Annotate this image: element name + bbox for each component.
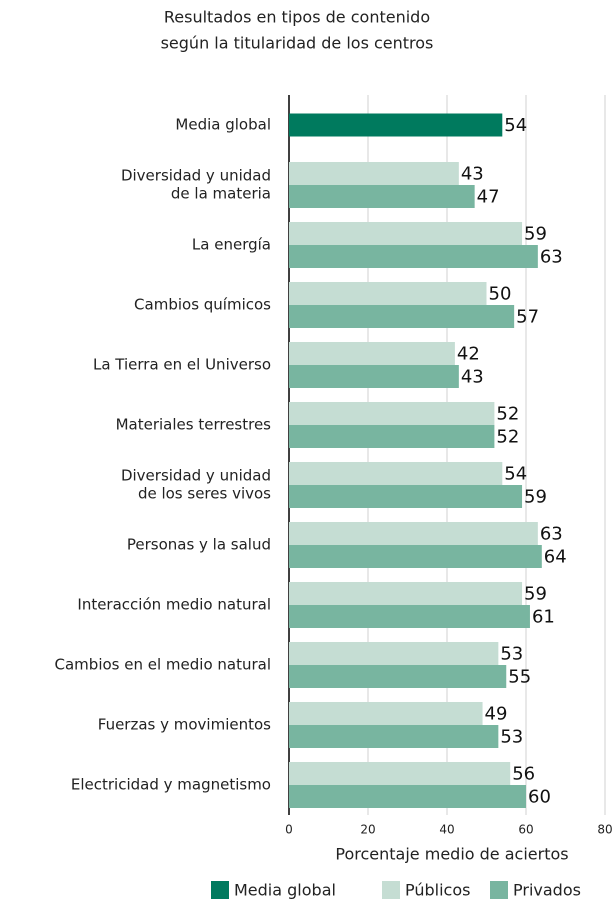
x-tick-label: 40 <box>439 823 454 837</box>
y-tick-label: Materiales terrestres <box>116 416 272 434</box>
bar <box>289 222 523 245</box>
bar <box>289 113 503 137</box>
data-label: 61 <box>532 607 555 628</box>
data-label: 43 <box>461 367 484 388</box>
legend-swatch <box>382 881 400 899</box>
x-tick-label: 20 <box>360 823 375 837</box>
legend-swatch <box>490 881 508 899</box>
bar <box>289 162 459 185</box>
data-label: 56 <box>512 764 535 785</box>
data-label: 49 <box>485 704 508 725</box>
bar <box>289 485 523 508</box>
y-tick-label: Interacción medio natural <box>77 596 271 614</box>
y-tick-label: Cambios en el medio natural <box>55 656 271 674</box>
data-label: 47 <box>477 187 500 208</box>
data-label: 43 <box>461 164 484 185</box>
data-label: 54 <box>504 464 527 485</box>
bar <box>289 402 495 425</box>
data-label: 63 <box>540 524 563 545</box>
y-tick-label: Media global <box>175 116 271 134</box>
data-label: 54 <box>504 115 527 136</box>
y-tick-label: Diversidad y unidad <box>121 167 271 185</box>
x-tick-label: 0 <box>285 823 293 837</box>
legend-label: Media global <box>234 881 336 900</box>
data-label: 57 <box>516 307 539 328</box>
data-label: 53 <box>500 644 523 665</box>
legend-swatch <box>211 881 229 899</box>
y-tick-label: La Tierra en el Universo <box>93 356 271 374</box>
y-tick-label: Diversidad y unidad <box>121 467 271 485</box>
data-label: 42 <box>457 344 480 365</box>
data-label: 55 <box>508 667 531 688</box>
x-tick-label: 80 <box>597 823 612 837</box>
bar <box>289 725 499 748</box>
data-label: 50 <box>489 284 512 305</box>
data-label: 52 <box>496 404 519 425</box>
x-tick-label: 60 <box>518 823 533 837</box>
bar <box>289 665 507 688</box>
bar <box>289 185 475 208</box>
legend-label: Privados <box>513 881 581 900</box>
bar <box>289 605 530 628</box>
bar <box>289 365 459 388</box>
y-tick-label: Fuerzas y movimientos <box>98 716 271 734</box>
x-axis-label: Porcentaje medio de aciertos <box>335 845 568 864</box>
data-label: 64 <box>544 547 567 568</box>
y-tick-label: Electricidad y magnetismo <box>71 776 271 794</box>
bar <box>289 702 483 725</box>
data-label: 53 <box>500 727 523 748</box>
bar <box>289 245 538 268</box>
bar <box>289 342 455 365</box>
y-tick-label: de la materia <box>171 185 271 203</box>
bar <box>289 522 538 545</box>
bar <box>289 282 487 305</box>
y-tick-label: de los seres vivos <box>138 485 271 503</box>
chart-title: Resultados en tipos de contenido <box>164 8 430 27</box>
data-label: 59 <box>524 224 547 245</box>
bar <box>289 762 511 785</box>
y-tick-label: La energía <box>192 236 271 254</box>
y-tick-label: Cambios químicos <box>134 296 271 314</box>
bar <box>289 545 542 568</box>
bar <box>289 305 515 328</box>
data-label: 59 <box>524 487 547 508</box>
data-label: 63 <box>540 247 563 268</box>
bar <box>289 462 503 485</box>
bar <box>289 582 523 605</box>
legend-label: Públicos <box>405 881 470 900</box>
data-label: 60 <box>528 787 551 808</box>
y-tick-label: Personas y la salud <box>127 536 271 554</box>
chart-title: según la titularidad de los centros <box>161 34 434 53</box>
bar <box>289 785 526 808</box>
bar <box>289 425 495 448</box>
bar <box>289 642 499 665</box>
data-label: 59 <box>524 584 547 605</box>
data-label: 52 <box>496 427 519 448</box>
